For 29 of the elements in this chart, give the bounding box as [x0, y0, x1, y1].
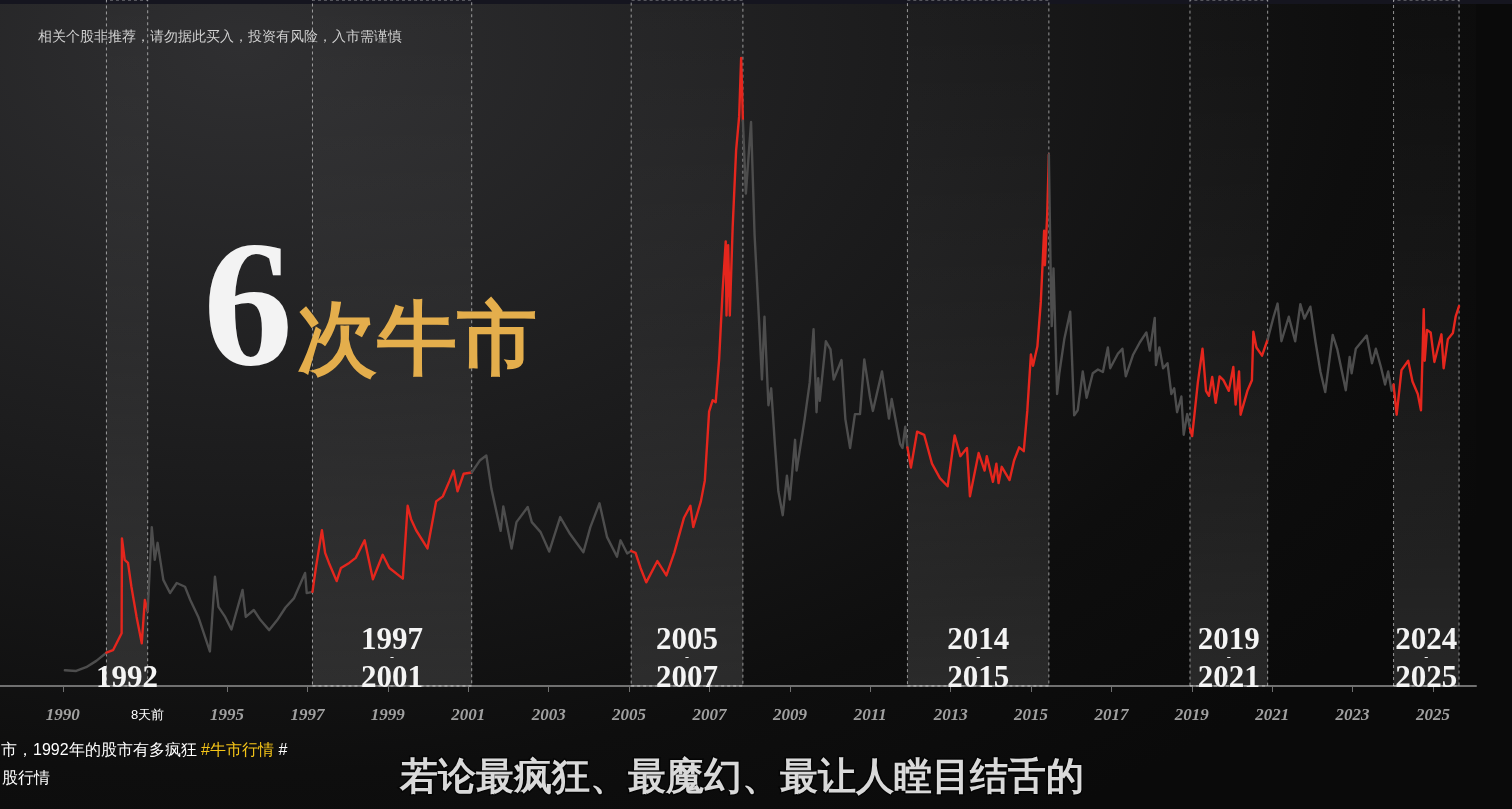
text: 8天前 — [131, 707, 165, 722]
band-label: 1992 — [96, 658, 159, 694]
band-label: 1997 - 2001 — [361, 620, 424, 694]
x-tick-label: 2011 — [852, 705, 887, 724]
text: 相关个股非推荐，请勿据此买入，投资有风险，入市需谨慎 — [38, 28, 402, 44]
x-tick-label: 2001 — [450, 705, 486, 724]
x-tick-label: 2007 — [691, 705, 728, 724]
band-label: 2024 - 2025 — [1395, 620, 1458, 694]
x-tick-label: 2005 — [611, 705, 647, 724]
band-label: 2019 - 2021 — [1197, 620, 1260, 694]
x-tick-label: 2019 — [1173, 705, 1210, 724]
x-tick-label: 2021 — [1254, 705, 1290, 724]
band-label: 2014 - 2015 — [947, 620, 1010, 694]
band-label: 2005 - 2007 — [656, 620, 719, 694]
text: 6次牛市 — [203, 203, 537, 403]
x-tick-label: 1999 — [370, 705, 406, 724]
text: 市，1992年的股市有多疯狂 #牛市行情 # — [1, 740, 288, 758]
x-tick-label: 1997 — [290, 705, 326, 724]
x-tick-label: 2009 — [771, 705, 808, 724]
text: 股行情 — [2, 768, 50, 786]
x-tick-label: 2003 — [530, 705, 567, 724]
x-tick-label: 1990 — [45, 705, 81, 724]
text: 若论最疯狂、最魔幻、最让人瞠目结舌的 — [399, 755, 1084, 797]
x-tick-label: 1995 — [210, 705, 245, 724]
x-tick-label: 2015 — [1013, 705, 1049, 724]
x-tick-label: 2025 — [1415, 705, 1451, 724]
x-tick-label: 2017 — [1093, 705, 1130, 724]
x-tick-label: 2023 — [1334, 705, 1371, 724]
x-tick-label: 2013 — [932, 705, 969, 724]
